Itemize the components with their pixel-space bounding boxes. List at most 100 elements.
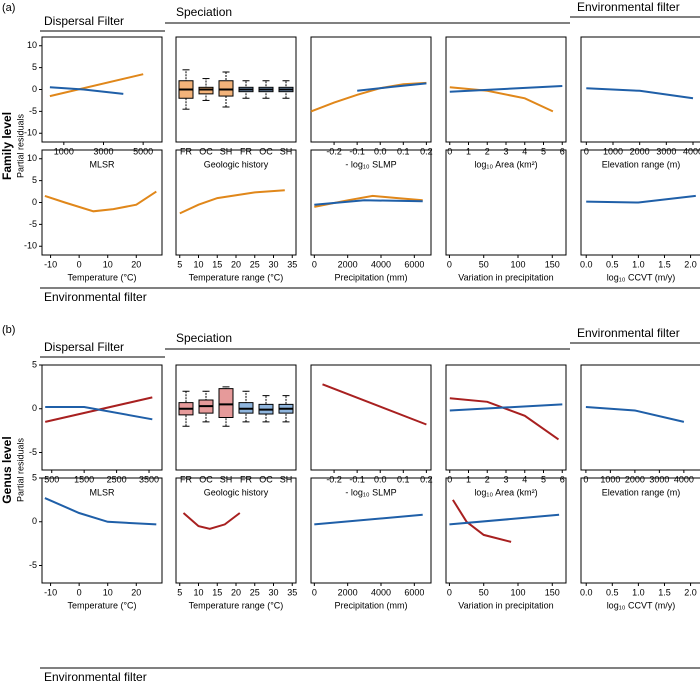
x-tick-label: 3500 — [139, 474, 159, 484]
x-tick-label: 1500 — [74, 474, 94, 484]
x-axis-label: - log₁₀ SLMP — [345, 487, 396, 497]
plot-frame — [445, 477, 567, 584]
x-tick-label: 6000 — [404, 587, 424, 597]
plot-frame — [41, 36, 163, 143]
x-axis-label: Geologic history — [204, 487, 269, 497]
x-tick-label: OC — [199, 146, 213, 156]
x-axis-label: MLSR — [89, 487, 115, 497]
x-tick-label: 35 — [287, 259, 297, 269]
x-tick-label: 1000 — [600, 474, 620, 484]
x-tick-label: 100 — [510, 259, 525, 269]
x-tick-label: FR — [180, 146, 192, 156]
x-tick-label: -0.2 — [326, 474, 342, 484]
x-tick-label: 2 — [485, 146, 490, 156]
x-tick-label: SH — [280, 146, 293, 156]
x-tick-label: 15 — [212, 259, 222, 269]
x-tick-label: 30 — [268, 587, 278, 597]
x-tick-label: 100 — [510, 587, 525, 597]
x-axis-label: Precipitation (mm) — [334, 600, 407, 610]
fit-line — [449, 85, 563, 93]
x-axis-label: Precipitation (mm) — [334, 272, 407, 282]
plot-frame — [445, 149, 567, 256]
fit-line — [310, 81, 427, 113]
y-tick-label: -5 — [29, 106, 37, 116]
x-tick-label: 0 — [447, 587, 452, 597]
x-tick-label: 4 — [522, 474, 527, 484]
level-label: Genus level — [0, 436, 14, 503]
x-axis-label: - log₁₀ SLMP — [345, 159, 396, 169]
x-tick-label: FR — [240, 474, 252, 484]
x-tick-label: 2500 — [107, 474, 127, 484]
x-tick-label: 30 — [268, 259, 278, 269]
x-tick-label: 5 — [177, 587, 182, 597]
panel-tag: (b) — [2, 324, 15, 336]
group-label: Speciation — [176, 5, 232, 19]
plot-frame — [580, 36, 700, 143]
plot-frame — [41, 364, 163, 471]
x-tick-label: 25 — [250, 587, 260, 597]
x-tick-label: 20 — [231, 259, 241, 269]
x-tick-label: 10 — [193, 587, 203, 597]
y-tick-label: -5 — [29, 447, 37, 457]
x-axis-label: Temperature range (°C) — [189, 600, 284, 610]
x-axis-label: log₁₀ Area (km²) — [474, 487, 537, 497]
y-tick-label: 5 — [32, 62, 37, 72]
fit-line — [179, 189, 285, 215]
x-tick-label: -0.2 — [326, 146, 342, 156]
fit-line — [182, 512, 241, 530]
x-tick-label: 0.0 — [580, 259, 593, 269]
y-tick-label: 0 — [32, 516, 37, 526]
x-tick-label: 0.2 — [420, 474, 433, 484]
x-tick-label: 2000 — [338, 259, 358, 269]
x-tick-label: -10 — [44, 587, 57, 597]
x-tick-label: 2000 — [625, 474, 645, 484]
fit-line — [49, 73, 144, 98]
fit-line — [44, 190, 157, 213]
x-axis-label: Variation in precipitation — [458, 600, 553, 610]
x-tick-label: 1 — [466, 146, 471, 156]
x-axis-label: Temperature (°C) — [67, 600, 136, 610]
x-tick-label: SH — [220, 474, 233, 484]
x-tick-label: 1 — [466, 474, 471, 484]
y-axis-label: Partial residuals — [15, 113, 25, 178]
x-tick-label: 2000 — [630, 146, 650, 156]
x-tick-label: -0.1 — [349, 146, 365, 156]
y-tick-label: 10 — [27, 153, 37, 163]
x-tick-label: 20 — [131, 259, 141, 269]
x-tick-label: 0.0 — [374, 146, 387, 156]
plot-frame — [580, 364, 700, 471]
x-tick-label: 3000 — [649, 474, 669, 484]
x-tick-label: 2.0 — [684, 259, 697, 269]
x-tick-label: SH — [220, 146, 233, 156]
x-tick-label: 5000 — [133, 146, 153, 156]
x-axis-label: Temperature range (°C) — [189, 272, 284, 282]
x-axis-label: Elevation range (m) — [602, 159, 681, 169]
x-axis-label: log₁₀ CCVT (m/y) — [607, 600, 676, 610]
fit-line — [449, 397, 560, 441]
x-tick-label: 0.5 — [606, 259, 619, 269]
x-tick-label: 0.0 — [580, 587, 593, 597]
x-tick-label: 0.1 — [397, 146, 410, 156]
y-tick-label: 0 — [32, 197, 37, 207]
plot-frame — [175, 364, 297, 471]
x-tick-label: 5 — [177, 259, 182, 269]
x-tick-label: 50 — [479, 587, 489, 597]
group-label: Dispersal Filter — [44, 14, 124, 28]
x-tick-label: 150 — [545, 587, 560, 597]
x-tick-label: OC — [259, 474, 273, 484]
x-axis-label: Elevation range (m) — [602, 487, 681, 497]
x-axis-label: Temperature (°C) — [67, 272, 136, 282]
y-axis-label: Partial residuals — [15, 437, 25, 502]
y-tick-label: 0 — [32, 403, 37, 413]
fit-line — [322, 383, 427, 426]
x-tick-label: 0.5 — [606, 587, 619, 597]
x-tick-label: 0.2 — [420, 146, 433, 156]
x-tick-label: 4000 — [683, 146, 700, 156]
x-tick-label: 2 — [485, 474, 490, 484]
plot-frame — [175, 36, 297, 143]
x-tick-label: FR — [240, 146, 252, 156]
x-tick-label: 3000 — [93, 146, 113, 156]
x-tick-label: 4000 — [371, 587, 391, 597]
group-label: Dispersal Filter — [44, 340, 124, 354]
x-tick-label: 1.5 — [658, 587, 671, 597]
